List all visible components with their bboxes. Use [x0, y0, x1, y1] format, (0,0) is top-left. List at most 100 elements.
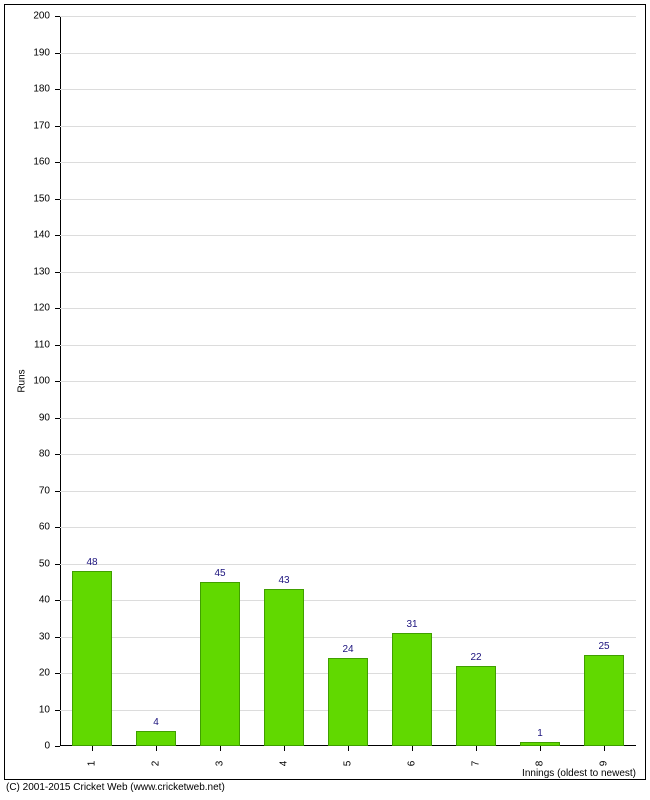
y-tick-label: 50 — [39, 558, 50, 569]
gridline — [60, 527, 636, 528]
y-tick-label: 170 — [33, 120, 50, 131]
y-tick-label: 10 — [39, 704, 50, 715]
y-tick-label: 70 — [39, 485, 50, 496]
bar — [392, 633, 432, 746]
y-tick-mark — [55, 491, 60, 492]
x-tick-label: 2 — [151, 761, 162, 767]
y-tick-label: 190 — [33, 47, 50, 58]
y-tick-mark — [55, 637, 60, 638]
x-tick-label: 8 — [535, 761, 546, 767]
bar-value-label: 31 — [406, 619, 417, 630]
gridline — [60, 53, 636, 54]
y-tick-label: 40 — [39, 595, 50, 606]
gridline — [60, 564, 636, 565]
y-tick-mark — [55, 199, 60, 200]
gridline — [60, 381, 636, 382]
gridline — [60, 308, 636, 309]
gridline — [60, 272, 636, 273]
y-tick-label: 80 — [39, 449, 50, 460]
gridline — [60, 491, 636, 492]
gridline — [60, 126, 636, 127]
x-tick-mark — [348, 746, 349, 751]
y-tick-label: 130 — [33, 266, 50, 277]
x-tick-mark — [604, 746, 605, 751]
x-tick-mark — [412, 746, 413, 751]
bar — [72, 571, 112, 746]
x-tick-mark — [540, 746, 541, 751]
copyright-text: (C) 2001-2015 Cricket Web (www.cricketwe… — [6, 782, 225, 793]
y-axis-title: Runs — [17, 369, 28, 392]
y-tick-label: 0 — [44, 741, 50, 752]
x-tick-label: 4 — [279, 761, 290, 767]
y-tick-mark — [55, 746, 60, 747]
y-tick-label: 20 — [39, 668, 50, 679]
bar — [456, 666, 496, 746]
x-tick-label: 3 — [215, 761, 226, 767]
x-tick-label: 7 — [471, 761, 482, 767]
bar — [328, 658, 368, 746]
bar-value-label: 43 — [278, 575, 289, 586]
y-tick-mark — [55, 710, 60, 711]
y-tick-mark — [55, 308, 60, 309]
y-tick-label: 180 — [33, 84, 50, 95]
y-tick-label: 120 — [33, 303, 50, 314]
gridline — [60, 418, 636, 419]
gridline — [60, 600, 636, 601]
y-tick-mark — [55, 527, 60, 528]
y-tick-mark — [55, 600, 60, 601]
y-tick-mark — [55, 53, 60, 54]
y-tick-mark — [55, 89, 60, 90]
y-tick-label: 100 — [33, 376, 50, 387]
bar — [584, 655, 624, 746]
x-tick-mark — [92, 746, 93, 751]
bar-value-label: 25 — [598, 641, 609, 652]
y-tick-mark — [55, 16, 60, 17]
y-tick-mark — [55, 162, 60, 163]
bar — [200, 582, 240, 746]
gridline — [60, 199, 636, 200]
chart-container: 0 10 20 30 40 50 60 70 80 90 100 110 120 130 140 150 160… — [0, 0, 650, 800]
bar — [136, 731, 176, 746]
y-tick-mark — [55, 126, 60, 127]
bar-value-label: 45 — [214, 568, 225, 579]
gridline — [60, 637, 636, 638]
y-tick-label: 150 — [33, 193, 50, 204]
y-tick-label: 60 — [39, 522, 50, 533]
gridline — [60, 454, 636, 455]
x-tick-mark — [156, 746, 157, 751]
x-tick-label: 1 — [87, 761, 98, 767]
x-tick-label: 6 — [407, 761, 418, 767]
y-tick-label: 110 — [34, 339, 50, 350]
y-tick-mark — [55, 235, 60, 236]
bar-value-label: 4 — [153, 717, 159, 728]
x-tick-label: 5 — [343, 761, 354, 767]
gridline — [60, 89, 636, 90]
gridline — [60, 235, 636, 236]
gridline — [60, 16, 636, 17]
x-tick-label: 9 — [599, 761, 610, 767]
bar-value-label: 1 — [537, 728, 543, 739]
x-tick-mark — [220, 746, 221, 751]
y-tick-label: 160 — [33, 157, 50, 168]
y-tick-mark — [55, 454, 60, 455]
y-tick-mark — [55, 673, 60, 674]
x-tick-mark — [476, 746, 477, 751]
y-tick-mark — [55, 381, 60, 382]
x-axis-title: Innings (oldest to newest) — [522, 768, 636, 779]
y-tick-label: 200 — [33, 11, 50, 22]
y-tick-mark — [55, 564, 60, 565]
y-tick-mark — [55, 418, 60, 419]
x-tick-mark — [284, 746, 285, 751]
y-tick-label: 90 — [39, 412, 50, 423]
y-tick-label: 140 — [33, 230, 50, 241]
bar-value-label: 22 — [470, 652, 481, 663]
y-tick-mark — [55, 272, 60, 273]
y-tick-label: 30 — [39, 631, 50, 642]
y-tick-mark — [55, 345, 60, 346]
plot-area: 0102030405060708090100110120130140150160… — [60, 16, 636, 746]
gridline — [60, 162, 636, 163]
bar — [264, 589, 304, 746]
gridline — [60, 345, 636, 346]
bar-value-label: 24 — [342, 644, 353, 655]
bar-value-label: 48 — [86, 557, 97, 568]
